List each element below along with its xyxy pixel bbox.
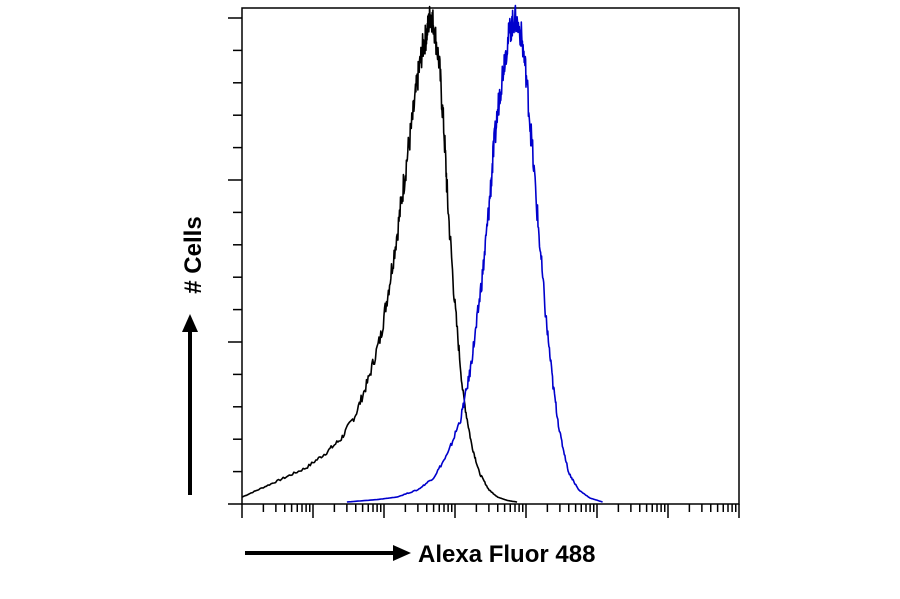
y-axis-label: # Cells (180, 216, 207, 293)
series-layer (241, 4, 603, 503)
series-1-curve (241, 5, 518, 503)
y-axis-arrow-head (182, 314, 198, 332)
y-axis-ticks (228, 17, 242, 505)
series-2-curve (346, 4, 603, 503)
x-axis-arrow-head (393, 545, 411, 561)
x-axis-ticks (241, 504, 740, 518)
plot-frame (241, 7, 740, 505)
x-axis-label: Alexa Fluor 488 (418, 541, 595, 568)
